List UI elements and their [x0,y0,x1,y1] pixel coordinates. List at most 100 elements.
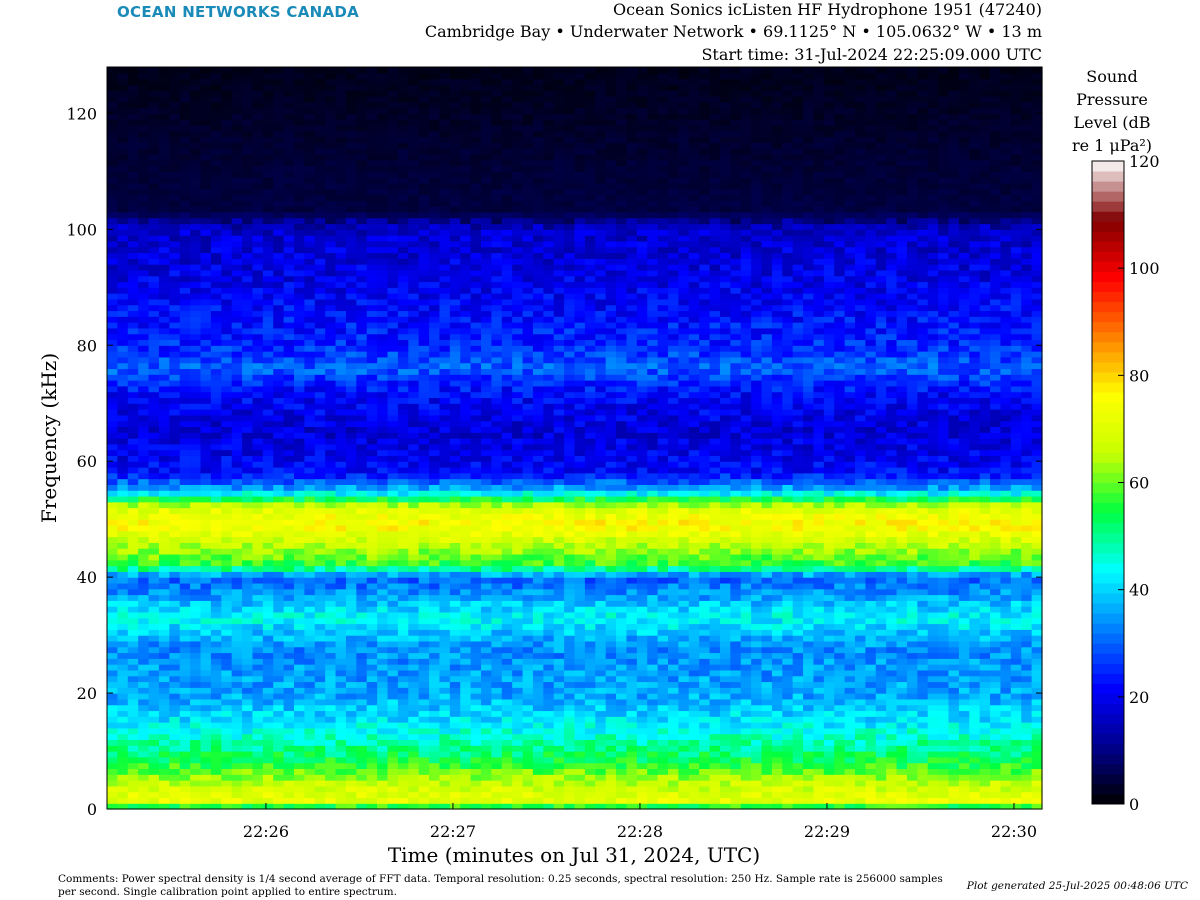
heatmap-cell [449,571,461,578]
heatmap-cell [740,756,752,764]
heatmap-cell [127,785,139,793]
heatmap-cell [792,635,804,642]
heatmap-cell [512,652,524,659]
heatmap-cell [231,501,243,509]
heatmap-cell [896,617,908,625]
heatmap-cell [304,623,316,630]
heatmap-cell [429,501,441,509]
heatmap-cell [1000,640,1012,648]
heatmap-cell [481,751,492,758]
heatmap-cell [688,646,700,654]
heatmap-cell [574,577,586,584]
heatmap-cell [855,542,866,549]
heatmap-cell [886,559,898,567]
heatmap-cell [491,519,503,526]
heatmap-cell [626,681,638,688]
heatmap-cell [283,774,295,781]
heatmap-cell [1010,495,1022,503]
heatmap-cell [1000,635,1012,642]
heatmap-cell [678,490,690,497]
heatmap-cell [1031,524,1043,532]
heatmap-cell [782,722,794,729]
heatmap-cell [896,664,908,671]
heatmap-cell [377,635,389,642]
heatmap-cell [771,727,783,735]
heatmap-cell [657,635,669,642]
heatmap-cell [917,623,929,630]
heatmap-cell [574,716,586,723]
heatmap-cell [917,577,929,584]
heatmap-cell [917,681,929,688]
heatmap-cell [273,751,285,758]
heatmap-cell [242,588,254,596]
heatmap-cell [709,553,721,561]
heatmap-cell [584,490,596,497]
heatmap-cell [408,611,420,619]
heatmap-cell [314,513,326,520]
heatmap-cell [948,693,960,700]
heatmap-cell [107,565,118,572]
heatmap-cell [512,675,524,683]
heatmap-cell [668,565,679,572]
heatmap-cell [148,617,160,625]
heatmap-cell [294,536,305,543]
heatmap-cell [491,704,503,712]
heatmap-cell [626,710,638,717]
heatmap-cell [709,693,721,700]
heatmap-cell [927,495,939,503]
heatmap-cell [647,530,659,538]
heatmap-cell [771,582,783,590]
heatmap-cell [834,745,846,752]
heatmap-cell [325,722,337,729]
heatmap-cell [242,704,254,712]
heatmap-cell [200,751,212,758]
heatmap-cell [304,803,316,810]
heatmap-cell [553,530,565,538]
heatmap-cell [481,785,492,793]
heatmap-cell [740,629,752,636]
heatmap-cell [574,617,586,625]
heatmap-cell [616,664,628,671]
heatmap-cell [190,762,202,770]
heatmap-cell [366,495,378,503]
heatmap-cell [543,803,555,810]
heatmap-cell [761,722,773,729]
heatmap-cell [439,652,451,659]
heatmap-cell [460,733,472,741]
heatmap-cell [262,495,274,503]
heatmap-cell [948,553,960,561]
heatmap-cell [418,553,430,561]
heatmap-cell [647,727,659,735]
heatmap-cell [865,594,877,601]
heatmap-cell [397,704,409,712]
heatmap-cell [917,774,929,781]
heatmap-cell [470,768,482,775]
heatmap-cell [356,559,368,567]
heatmap-cell [501,704,513,712]
heatmap-cell [844,582,856,590]
heatmap-cell [377,594,389,601]
heatmap-cell [335,652,347,659]
heatmap-cell [190,588,202,596]
heatmap-cell [564,565,576,572]
heatmap-cell [823,646,835,654]
heatmap-cell [1000,681,1012,688]
heatmap-cell [1031,704,1043,712]
heatmap-cell [751,739,763,746]
heatmap-cell [481,507,492,514]
heatmap-cell [501,553,513,561]
heatmap-cell [107,646,118,654]
heatmap-cell [532,739,544,746]
heatmap-cell [574,745,586,752]
heatmap-cell [636,519,648,526]
heatmap-cell [429,704,441,712]
heatmap-cell [325,513,337,520]
heatmap-cell [553,588,565,596]
heatmap-cell [751,565,763,572]
heatmap-cell [252,751,264,758]
heatmap-cell [366,733,378,741]
heatmap-cell [242,693,254,700]
heatmap-cell [543,704,555,712]
heatmap-cell [439,646,451,654]
heatmap-cell [803,530,815,538]
